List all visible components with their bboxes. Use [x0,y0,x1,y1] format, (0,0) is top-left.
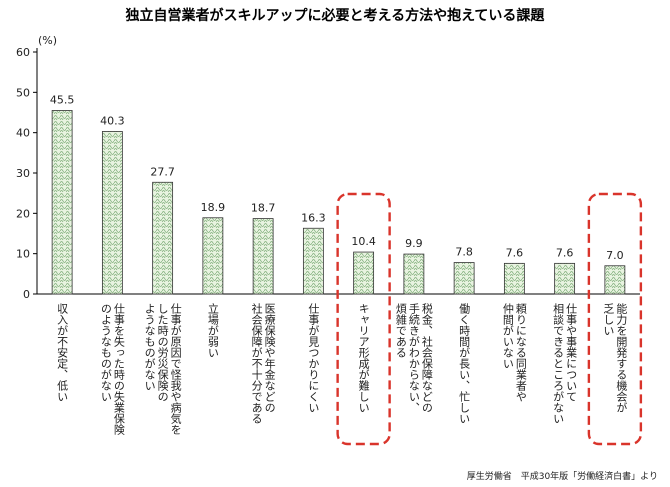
x-category-label: 仕事が見つかりにくい [307,303,320,413]
bar [252,218,274,295]
x-category-label: 乏しい [602,303,615,336]
x-category-label: 医療保険や年金などの [263,303,276,413]
x-category-label: 税金、社会保障などの [420,302,433,413]
x-category-label: 煩雑である [394,303,407,358]
bar-value-label: 18.9 [201,201,226,214]
y-tick-label: 10 [16,248,30,261]
y-unit-label: (%) [38,34,57,47]
chart-title: 独立自営業者がスキルアップに必要と考える方法や抱えている課題 [126,7,546,24]
x-category-label: 頼りになる同業者や [514,303,527,402]
x-category-label: 仕事や事業について [565,303,578,402]
bars: 45.5 40.3 27.7 18.9 18.7 16.3 10.4 9.9 7.8 7.6 7.6… [50,93,626,295]
bar-value-label: 7.6 [556,246,574,259]
highlight-boxes [336,192,643,446]
bar-value-label: 18.7 [251,202,276,215]
bar [202,217,224,295]
x-category-label: ようなものがない [143,303,156,391]
bar [353,251,375,295]
bar [152,181,174,295]
x-category-label: 立場が弱い [206,302,219,358]
bar-value-label: 27.7 [150,165,175,178]
highlight-box [336,192,391,446]
bar [403,253,425,295]
x-category-label: 手続きがわからない、 [407,302,420,413]
bar [101,131,123,295]
bar [554,262,576,295]
bar-value-label: 45.5 [50,93,75,106]
x-category-label: 仕事が原因で怪我や病気を [169,303,182,435]
y-axis: 0 10 20 30 40 50 60 [16,46,640,301]
x-category-label: 社会保障が不十分である [250,302,263,424]
bar-value-label: 40.3 [100,114,125,127]
x-category-label: のようなものがない [99,303,112,402]
bar [453,262,475,295]
bar [503,262,525,295]
bar-value-label: 7.0 [606,249,624,262]
bar-value-label: 10.4 [351,235,376,248]
bar [604,265,626,295]
bar-value-label: 16.3 [301,211,326,224]
bar [51,110,73,295]
x-category-label: 働く時間が長い、忙しい [458,303,471,424]
y-tick-label: 60 [16,46,30,59]
source-note: 厚生労働省 平成30年版「労働経済白書」より [467,470,658,482]
y-tick-label: 20 [16,207,30,220]
bar-value-label: 7.6 [506,246,524,259]
x-category-label: キャリア形成が難しい [357,303,370,413]
highlight-box [587,192,643,446]
y-tick-label: 0 [23,288,30,301]
y-tick-label: 30 [16,167,30,180]
x-category-label: 能力を開発する機会が [615,302,628,413]
bar [302,227,324,295]
y-tick-label: 50 [16,86,30,99]
x-category-label: した時の労災保険の [156,303,169,402]
x-category-label: 仕事を失った時の失業保険 [112,303,125,436]
x-category-label: 収入が不安定、低い [56,303,69,402]
x-category-label: 仲間がいない [501,302,514,369]
bar-value-label: 9.9 [405,237,423,250]
y-tick-label: 40 [16,127,30,140]
x-category-label: 相談できるところがない [552,303,565,424]
bar-value-label: 7.8 [455,246,473,259]
